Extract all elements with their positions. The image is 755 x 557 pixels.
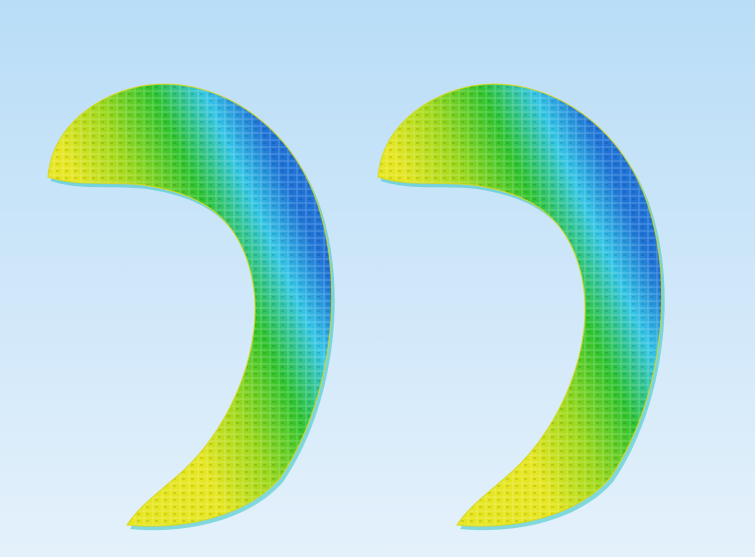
rendered-scene (0, 0, 755, 557)
render-viewport[interactable] (0, 0, 755, 557)
